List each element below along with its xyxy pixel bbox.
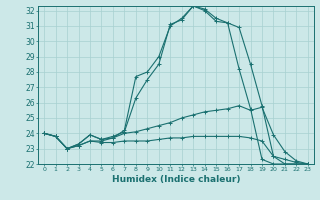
- X-axis label: Humidex (Indice chaleur): Humidex (Indice chaleur): [112, 175, 240, 184]
